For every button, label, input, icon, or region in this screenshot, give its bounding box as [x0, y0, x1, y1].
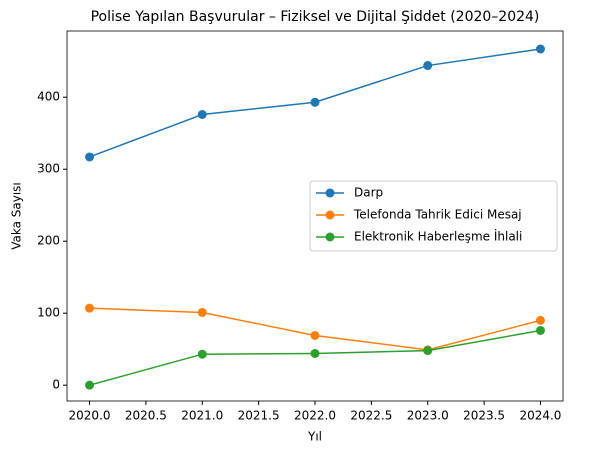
- legend-marker: [325, 188, 335, 198]
- data-point: [85, 303, 95, 313]
- y-axis-label: Vaka Sayısı: [10, 182, 24, 250]
- x-tick-label: 2023.5: [463, 409, 505, 423]
- x-tick-label: 2023.0: [407, 409, 449, 423]
- data-point: [423, 61, 433, 71]
- x-tick-label: 2022.0: [294, 409, 336, 423]
- legend-label: Darp: [354, 186, 383, 200]
- y-tick-label: 0: [52, 378, 60, 392]
- legend-box: [309, 180, 558, 252]
- data-point: [310, 97, 320, 107]
- x-tick-label: 2022.5: [350, 409, 392, 423]
- y-tick-label: 100: [37, 306, 60, 320]
- y-tick-label: 200: [37, 234, 60, 248]
- x-tick-label: 2021.5: [238, 409, 280, 423]
- x-tick-label: 2020.0: [69, 409, 111, 423]
- legend: Darp Telefonda Tahrik Edici Mesaj Elektron…: [309, 180, 558, 252]
- x-axis-label: Yıl: [307, 430, 322, 444]
- data-point: [310, 330, 320, 340]
- legend-label: Elektronik Haberleşme İhlali: [354, 229, 522, 244]
- chart-title: Polise Yapılan Başvurular – Fiziksel ve …: [91, 9, 540, 25]
- data-point: [85, 380, 95, 390]
- legend-marker: [325, 232, 335, 242]
- data-point: [535, 315, 545, 325]
- data-point: [535, 325, 545, 335]
- x-tick-label: 2021.0: [181, 409, 223, 423]
- data-point: [197, 307, 207, 317]
- data-point: [85, 152, 95, 162]
- series-line: [89, 307, 541, 351]
- data-point: [535, 44, 545, 54]
- x-tick-label: 2020.5: [125, 409, 167, 423]
- data-point: [197, 110, 207, 120]
- y-tick-label: 400: [37, 90, 60, 104]
- y-tick-label: 300: [37, 162, 60, 176]
- data-point: [310, 348, 320, 358]
- data-point: [197, 349, 207, 359]
- data-point: [423, 346, 433, 356]
- legend-label: Telefonda Tahrik Edici Mesaj: [353, 208, 522, 222]
- legend-marker: [325, 210, 335, 220]
- x-tick-label: 2024.0: [519, 409, 561, 423]
